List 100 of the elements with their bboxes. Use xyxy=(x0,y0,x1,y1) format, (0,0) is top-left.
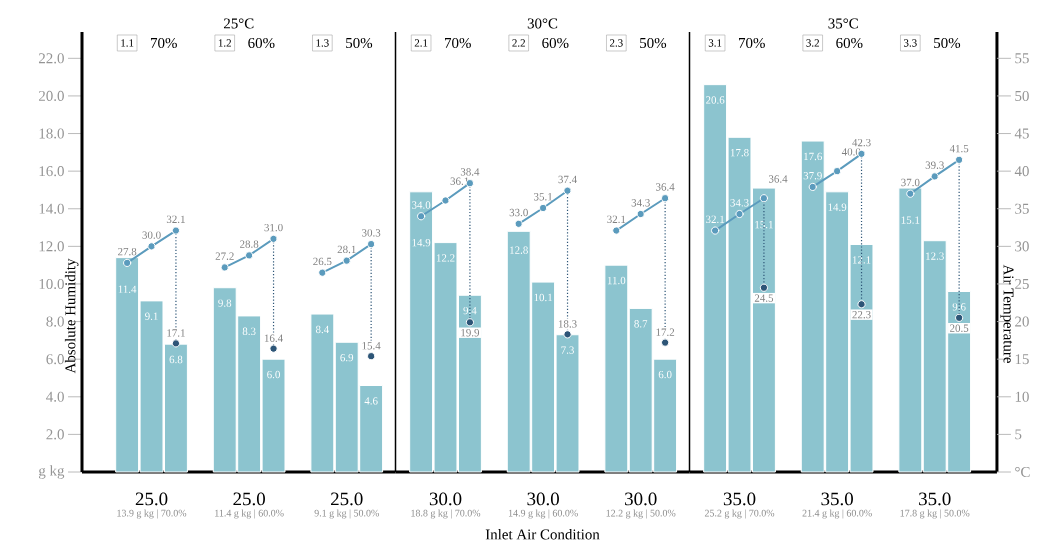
data-label: 32.1 xyxy=(706,215,725,224)
point xyxy=(245,251,254,260)
point xyxy=(147,242,156,251)
y-tick-label: 22.0 xyxy=(38,53,64,64)
y2-tick-label: 45 xyxy=(1014,128,1029,139)
annotation: 50% xyxy=(934,37,961,49)
text: 17.8 g kg | 50.0% xyxy=(900,509,970,519)
annotation: 50% xyxy=(640,37,667,49)
annotation: 3.3 xyxy=(904,39,917,47)
y2-tick-label: 30 xyxy=(1015,241,1029,252)
point xyxy=(123,258,132,267)
annotation: 1.1 xyxy=(121,39,134,47)
point xyxy=(514,219,523,228)
y2-tick-label: 35 xyxy=(1015,203,1029,214)
data-label: 34.0 xyxy=(412,201,431,209)
data-label: 6.8 xyxy=(169,355,183,364)
y2-tick-label: 20 xyxy=(1015,316,1029,327)
data-label: 31.0 xyxy=(264,223,283,232)
data-label: 32.1 xyxy=(166,215,185,224)
point xyxy=(735,209,744,219)
data-label: 37.9 xyxy=(803,172,822,180)
annotation: 60% xyxy=(248,37,275,49)
x-tick-label: 30.0 xyxy=(625,492,657,506)
data-label: 14.9 xyxy=(412,238,431,247)
data-label: 17.6 xyxy=(804,152,822,161)
data-label: 9.8 xyxy=(218,299,232,307)
y2-axis-title: Air Temperature xyxy=(1000,264,1014,363)
point xyxy=(833,167,842,176)
point xyxy=(955,155,964,164)
chart-title: 25°C xyxy=(223,18,254,29)
data-label: 28.8 xyxy=(240,240,259,248)
x-tick-label: 25.0 xyxy=(233,492,265,506)
data-label: 17.8 xyxy=(730,148,749,157)
x-tick-label: 30.0 xyxy=(527,492,559,506)
y2-tick-label: 40 xyxy=(1014,166,1029,177)
data-label: 12.2 xyxy=(436,254,455,262)
data-label: 17.2 xyxy=(656,328,675,336)
y-tick-label: 16.0 xyxy=(39,166,64,177)
data-label: 19.9 xyxy=(461,329,480,337)
annotation: 60% xyxy=(836,37,863,49)
data-label: 8.3 xyxy=(242,327,256,336)
point xyxy=(539,203,548,213)
annotation: 2.2 xyxy=(512,39,525,47)
y-tick-label: 2.0 xyxy=(46,429,64,440)
data-label: 18.3 xyxy=(558,320,577,328)
annotation: 1.3 xyxy=(316,39,329,47)
annotation: 3.2 xyxy=(806,39,819,47)
data-label: 11.4 xyxy=(118,285,137,293)
point xyxy=(808,182,817,192)
text: 21.4 g kg | 60.0% xyxy=(802,509,872,519)
text: 18.8 g kg | 70.0% xyxy=(411,509,481,519)
point xyxy=(636,209,645,219)
point xyxy=(563,186,572,195)
annotation: 70% xyxy=(151,37,177,49)
data-label: 27.8 xyxy=(118,247,137,256)
data-label: 30.3 xyxy=(362,229,381,237)
data-label: 12.1 xyxy=(852,256,871,264)
data-label: 37.0 xyxy=(901,178,920,187)
data-label: 34.3 xyxy=(631,199,650,207)
data-label: 27.2 xyxy=(215,252,234,260)
data-label: 36.4 xyxy=(656,183,675,191)
data-label: 9.4 xyxy=(463,306,477,315)
data-label: 32.1 xyxy=(607,215,626,224)
data-label: 6.0 xyxy=(658,370,672,379)
data-label: 36.4 xyxy=(768,175,788,183)
text: 11.4 g kg | 60.0% xyxy=(215,509,284,519)
data-label: 10.1 xyxy=(534,293,553,302)
data-label: 9.1 xyxy=(145,312,158,320)
point xyxy=(367,352,376,361)
x-axis-title: Inlet Air Condition xyxy=(485,528,600,540)
data-label: 24.5 xyxy=(754,294,774,302)
data-label: 36.1 xyxy=(450,177,469,185)
point xyxy=(711,226,720,235)
point xyxy=(367,240,376,249)
point xyxy=(269,344,278,353)
data-label: 17.1 xyxy=(167,329,185,337)
annotation: 50% xyxy=(346,37,373,49)
text: 13.9 g kg | 70.0% xyxy=(117,509,187,519)
y2-tick-label: 15 xyxy=(1015,354,1029,365)
annotation: 60% xyxy=(542,37,569,49)
data-label: 37.4 xyxy=(558,175,577,184)
annotation: 70% xyxy=(445,37,471,49)
text: 12.2 g kg | 50.0% xyxy=(606,509,676,519)
point xyxy=(759,194,769,203)
data-label: 20.5 xyxy=(950,324,969,332)
data-label: 7.3 xyxy=(561,346,574,354)
point xyxy=(441,196,450,205)
y-axis-title: Absolute Humidity xyxy=(64,258,79,374)
data-label: 41.5 xyxy=(949,144,969,153)
data-label: 28.1 xyxy=(337,245,356,254)
data-label: 35.1 xyxy=(534,193,553,201)
x-tick-label: 35.0 xyxy=(919,492,951,506)
data-label: 15.1 xyxy=(755,220,773,229)
data-label: 11.0 xyxy=(607,276,626,285)
point xyxy=(220,263,229,272)
y-tick-label: 6.0 xyxy=(46,354,64,365)
y-tick-label: 14.0 xyxy=(39,203,64,214)
point xyxy=(171,226,181,235)
y-tick-label: 4.0 xyxy=(46,391,64,402)
x-tick-label: 35.0 xyxy=(723,492,756,506)
